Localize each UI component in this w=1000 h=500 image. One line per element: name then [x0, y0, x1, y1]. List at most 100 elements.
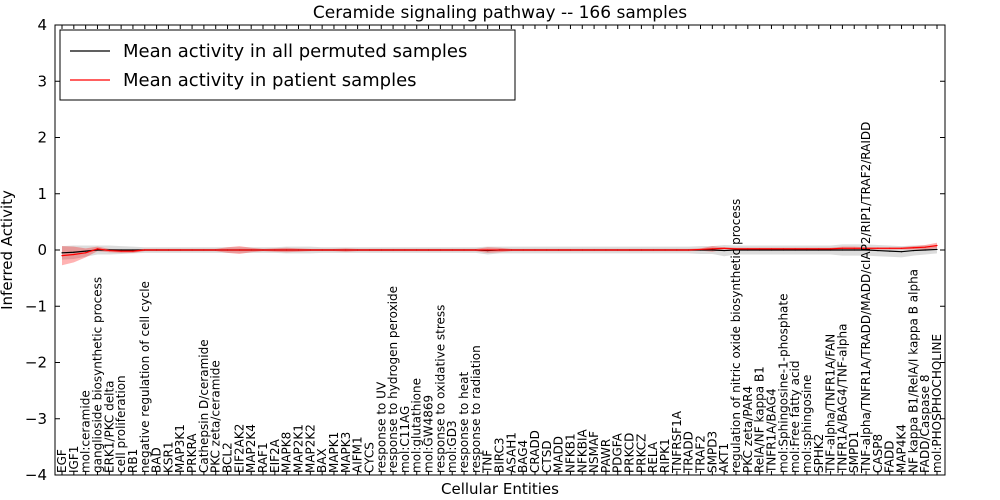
point-series-1-32 [439, 249, 441, 251]
point-series-1-22 [321, 249, 323, 251]
y-tick-label: −3 [25, 410, 47, 428]
point-series-1-73 [924, 246, 926, 248]
point-series-1-9 [167, 249, 170, 251]
x-tick-label: PKC zeta/PAR4 [741, 386, 755, 473]
x-tick-label: SPHK2 [812, 434, 826, 473]
point-series-1-18 [274, 249, 276, 251]
x-tick-label: MAPK3 [339, 432, 353, 473]
x-tick-label: response to hydrogen peroxide [386, 286, 400, 473]
x-tick-label: mol:glutathione [410, 378, 424, 473]
point-series-1-16 [250, 249, 252, 251]
x-tick-label: ASAH1 [504, 432, 518, 473]
point-series-1-68 [865, 247, 867, 249]
x-tick-label: regulation of nitric oxide biosynthetic … [729, 199, 743, 473]
legend-frame [59, 29, 516, 101]
point-series-1-39 [522, 249, 524, 251]
point-series-1-3 [96, 248, 99, 250]
point-series-0-67 [853, 249, 855, 251]
y-tick-label: −2 [25, 354, 47, 372]
x-tick-label: MAPK1 [327, 432, 341, 473]
point-series-1-24 [345, 249, 347, 251]
x-tick-label: NF kappa B1/RelA/I kappa B alpha [906, 269, 920, 473]
point-series-1-43 [569, 249, 572, 251]
point-series-1-35 [475, 249, 477, 251]
point-series-1-63 [806, 248, 808, 250]
x-tick-label: NSMAF [587, 431, 601, 473]
point-series-1-64 [818, 248, 820, 250]
y-axis-label: Inferred Activity [0, 190, 16, 310]
point-series-1-26 [368, 249, 371, 251]
x-tick-label: NFKBIA [575, 428, 589, 473]
point-series-0-55 [711, 249, 713, 251]
point-series-1-12 [203, 249, 205, 251]
x-tick-label: CASP8 [871, 434, 885, 473]
point-series-1-36 [487, 249, 489, 251]
point-series-1-44 [581, 249, 583, 251]
point-series-1-45 [593, 249, 595, 251]
point-series-1-28 [392, 249, 394, 251]
x-tick-label: ERK1/PKC delta [102, 380, 116, 473]
point-series-0-63 [806, 249, 808, 251]
x-tick-label: KSR1 [161, 442, 175, 473]
point-series-1-72 [912, 247, 914, 249]
point-series-0-3 [96, 249, 99, 251]
point-series-0-59 [759, 249, 761, 251]
point-series-1-70 [889, 247, 891, 249]
point-series-1-0 [61, 255, 63, 257]
point-series-1-42 [558, 249, 560, 251]
x-tick-label: mol:PHOSPHOCHOLINE [930, 334, 944, 473]
point-series-1-15 [238, 249, 240, 251]
x-tick-label: mol:sphingosine [800, 375, 814, 473]
point-series-0-62 [794, 249, 796, 251]
x-tick-label: BIRC3 [493, 437, 507, 473]
x-tick-label: MAP2K1 [291, 424, 305, 473]
x-tick-label: RIPK1 [658, 438, 672, 473]
point-series-1-30 [416, 249, 418, 251]
point-series-1-60 [770, 248, 773, 250]
point-series-1-48 [628, 249, 631, 251]
x-tick-label: BAX [315, 448, 329, 473]
x-tick-label: EGF [55, 449, 69, 473]
x-tick-label: RAF1 [256, 442, 270, 473]
point-series-0-72 [912, 249, 914, 252]
point-series-1-59 [759, 248, 761, 250]
point-series-1-37 [498, 249, 501, 251]
point-series-0-2 [85, 250, 87, 252]
point-series-1-71 [900, 247, 903, 249]
x-tick-label: BCL2 [221, 442, 235, 473]
point-series-1-4 [108, 249, 110, 252]
x-tick-label: MAP2K4 [244, 424, 258, 473]
point-series-1-8 [155, 249, 158, 251]
x-tick-label: IGF1 [67, 446, 81, 473]
legend: Mean activity in all permuted samples Me… [59, 29, 516, 101]
x-tick-label: TNFR1A/BAG4/TNF-alpha [835, 324, 849, 474]
point-series-0-70 [889, 250, 891, 252]
point-series-1-7 [144, 249, 146, 251]
point-series-0-1 [73, 251, 75, 253]
point-series-0-60 [770, 249, 773, 251]
point-series-1-62 [794, 248, 796, 250]
point-series-1-55 [711, 248, 713, 250]
x-tick-label: NFKB1 [563, 433, 577, 473]
x-tick-label: MAP4K4 [895, 424, 909, 473]
x-tick-label: negative regulation of cell cycle [138, 281, 152, 473]
point-series-1-56 [723, 247, 725, 249]
point-series-1-38 [510, 249, 512, 251]
point-series-0-65 [829, 249, 832, 251]
x-tick-label: mol:Free fatty acid [788, 361, 802, 474]
point-series-1-17 [262, 249, 264, 251]
x-tick-label: TNF [481, 450, 495, 474]
x-tick-label: PAWR [599, 439, 613, 473]
y-tick-label: 0 [37, 241, 47, 259]
point-series-1-41 [546, 249, 548, 251]
point-series-1-69 [877, 247, 879, 249]
point-series-1-40 [534, 249, 536, 251]
x-tick-label: TNF-alpha/TNFR1A/FAN [824, 334, 838, 474]
x-tick-label: MAPK8 [280, 432, 294, 473]
point-series-0-0 [61, 252, 63, 254]
x-axis-label: Cellular Entities [441, 480, 559, 498]
x-tick-label: response to oxidative stress [433, 305, 447, 473]
point-series-0-64 [818, 249, 820, 251]
